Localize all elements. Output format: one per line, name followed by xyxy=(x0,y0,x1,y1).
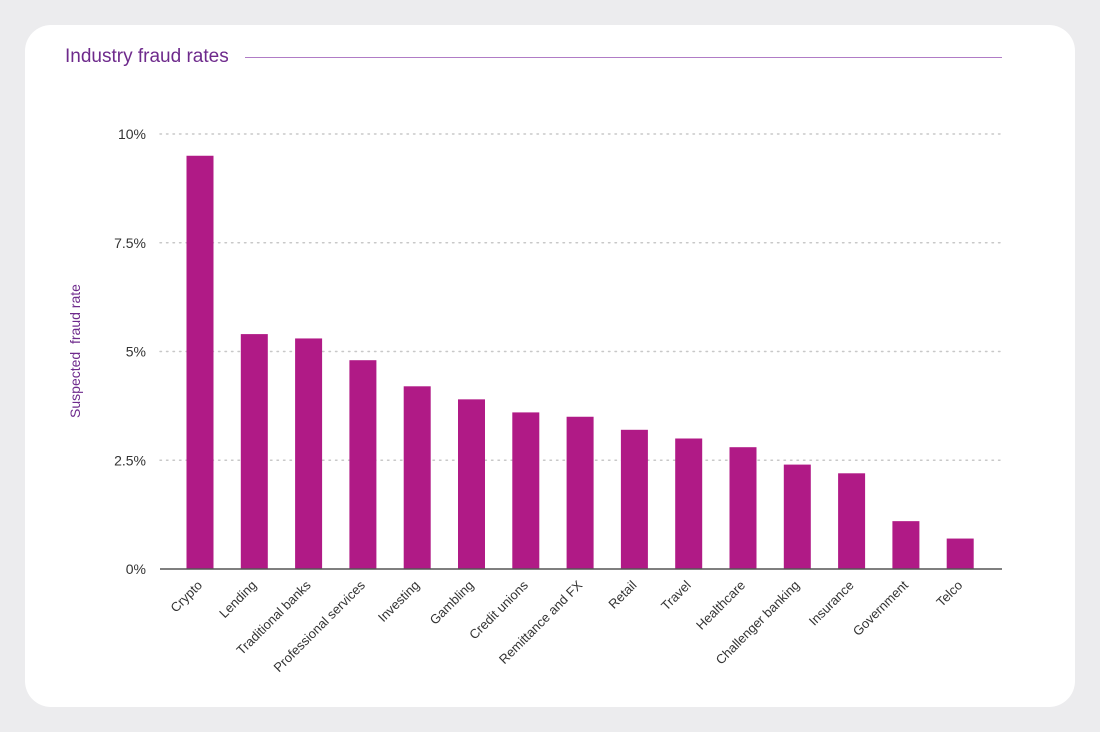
bar-crypto xyxy=(186,155,214,569)
bar-remittance-and-fx xyxy=(566,416,594,569)
bar-telco xyxy=(946,538,974,569)
x-tick-label: Telco xyxy=(933,578,965,610)
x-tick-label: Retail xyxy=(605,577,639,611)
x-tick-label: Gambling xyxy=(427,578,477,628)
bar-traditional-banks xyxy=(295,338,323,569)
x-tick-label: Lending xyxy=(216,578,259,621)
bar-professional-services xyxy=(349,360,377,569)
title-divider xyxy=(244,56,1002,58)
y-tick-label: 7.5% xyxy=(114,235,146,251)
y-axis-ticks: 0% 2.5% 5% 7.5% 10% xyxy=(114,126,146,577)
x-tick-label: Professional services xyxy=(271,577,369,675)
x-tick-label: Insurance xyxy=(806,578,857,629)
y-tick-label: 5% xyxy=(126,344,146,360)
x-tick-label: Travel xyxy=(658,577,694,613)
bar-gambling xyxy=(458,399,485,569)
y-tick-label: 0% xyxy=(126,561,146,577)
bar-lending xyxy=(240,334,268,569)
bar-credit-unions xyxy=(512,412,540,569)
bar-insurance xyxy=(838,473,866,569)
y-axis-title: Suspected fraud rate xyxy=(67,284,83,418)
x-tick-label: Government xyxy=(850,577,911,638)
gridlines xyxy=(159,133,1003,461)
x-tick-label: Crypto xyxy=(167,578,205,616)
x-tick-label: Investing xyxy=(375,578,422,625)
x-tick-label: Healthcare xyxy=(693,578,748,633)
bar-challenger-banking xyxy=(783,464,811,569)
bar-travel xyxy=(675,438,703,569)
bar-government xyxy=(892,521,920,569)
chart-title: Industry fraud rates xyxy=(65,46,229,67)
bars xyxy=(186,155,974,569)
y-tick-label: 2.5% xyxy=(114,452,146,468)
bar-healthcare xyxy=(729,447,757,569)
chart-header: Industry fraud rates xyxy=(65,45,1002,69)
y-tick-label: 10% xyxy=(118,126,146,142)
bar-investing xyxy=(403,386,431,569)
bar-retail xyxy=(620,429,648,569)
